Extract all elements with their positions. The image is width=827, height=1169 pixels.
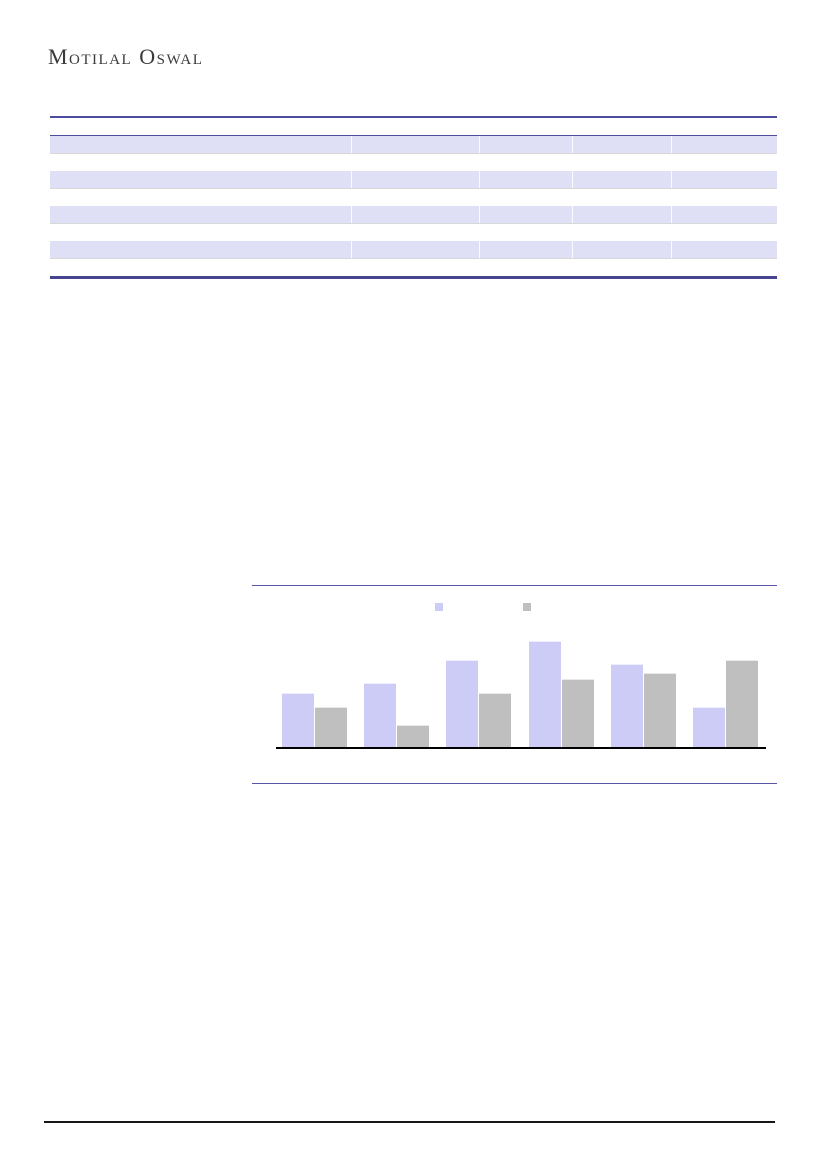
bar-group — [364, 683, 430, 747]
table-cell — [572, 136, 671, 153]
bar-series1 — [610, 664, 643, 747]
table-row — [50, 171, 777, 189]
table-cell — [50, 206, 351, 223]
table-cell — [351, 206, 479, 223]
bar-group — [610, 664, 676, 747]
footer-rule — [44, 1121, 775, 1123]
motilal-oswal-logo: Motilal Oswal — [48, 44, 204, 69]
financial-summary-table — [50, 116, 777, 279]
table-cell — [572, 171, 671, 188]
table-cell — [50, 136, 351, 153]
table-row — [50, 189, 777, 206]
table-cell — [572, 206, 671, 223]
table-cell — [671, 136, 777, 153]
table-cell — [479, 136, 572, 153]
table-header-cell — [671, 118, 777, 135]
table-cell — [351, 224, 479, 241]
grouped-bar-chart — [276, 629, 766, 749]
bar-series1 — [282, 693, 314, 747]
table-cell — [572, 154, 671, 171]
table-cell — [671, 171, 777, 188]
table-row — [50, 136, 777, 154]
table-cell — [479, 224, 572, 241]
table-header-cell — [351, 118, 479, 135]
table-cell — [351, 136, 479, 153]
table-cell — [50, 241, 351, 258]
bar-series2 — [561, 679, 594, 747]
table-cell — [50, 224, 351, 241]
table-cell — [671, 189, 777, 206]
table-cell — [572, 241, 671, 258]
table-bottom-rule — [50, 276, 777, 279]
table-header-cell — [572, 118, 671, 135]
table-row — [50, 154, 777, 171]
table-header-row — [50, 118, 777, 136]
table-row — [50, 259, 777, 276]
bar-series1 — [692, 707, 725, 747]
bar-series2 — [725, 660, 758, 747]
bar-series1 — [528, 641, 561, 747]
table-cell — [50, 171, 351, 188]
bar-group — [446, 660, 512, 747]
table-row — [50, 224, 777, 241]
table-cell — [479, 171, 572, 188]
bar-series2 — [643, 673, 676, 747]
chart-bottom-rule — [252, 783, 777, 784]
table-cell — [351, 171, 479, 188]
table-cell — [572, 259, 671, 276]
table-cell — [351, 154, 479, 171]
table-cell — [479, 206, 572, 223]
table-cell — [572, 189, 671, 206]
table-cell — [479, 241, 572, 258]
table-header-cell — [479, 118, 572, 135]
bar-group — [282, 693, 347, 747]
table-cell — [50, 154, 351, 171]
table-cell — [50, 189, 351, 206]
table-cell — [671, 206, 777, 223]
table-row — [50, 206, 777, 224]
table-cell — [351, 259, 479, 276]
table-cell — [671, 154, 777, 171]
legend-swatch-series1 — [435, 603, 443, 611]
chart-top-rule — [252, 585, 777, 586]
legend-swatch-series2 — [523, 603, 531, 611]
table-cell — [671, 224, 777, 241]
table-cell — [479, 154, 572, 171]
table-cell — [671, 241, 777, 258]
table-cell — [351, 189, 479, 206]
table-cell — [671, 259, 777, 276]
table-cell — [50, 259, 351, 276]
table-cell — [572, 224, 671, 241]
table-header-cell — [50, 118, 351, 135]
bar-series2 — [315, 707, 347, 747]
table-cell — [479, 189, 572, 206]
table-cell — [351, 241, 479, 258]
table-body — [50, 136, 777, 276]
bar-group — [692, 660, 758, 747]
table-cell — [479, 259, 572, 276]
bar-series1 — [364, 683, 397, 747]
bar-series2 — [479, 693, 512, 747]
bar-series2 — [397, 725, 430, 747]
bar-series1 — [446, 660, 479, 747]
bar-group — [528, 641, 594, 747]
table-row — [50, 241, 777, 259]
